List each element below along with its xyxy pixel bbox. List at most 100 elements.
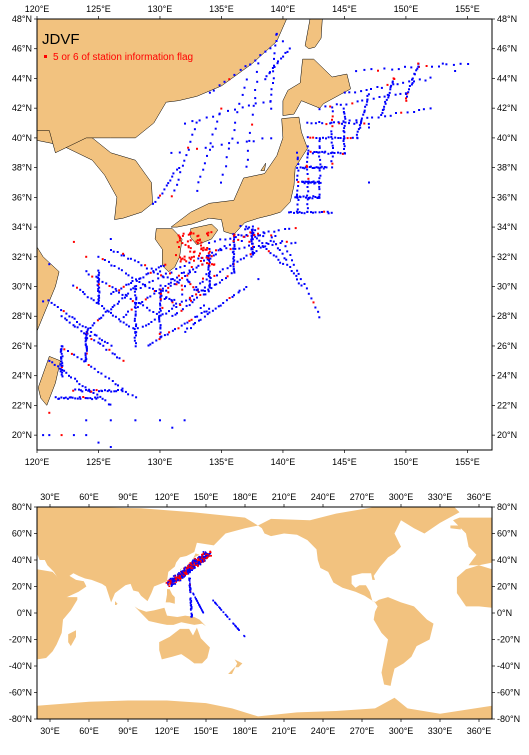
global-station [174,583,177,585]
station [239,68,242,71]
global-station [202,611,204,613]
global-station [192,592,195,595]
station [232,268,235,271]
station [74,377,77,380]
lat-tick-label-left: 32°N [12,252,32,262]
station [214,127,217,130]
global-station [180,575,183,578]
station [144,283,146,286]
flagged-station [101,258,104,261]
station [411,77,414,80]
station [366,98,369,101]
global-station [198,563,200,565]
station [239,258,242,261]
station [89,334,92,337]
station [318,145,321,148]
station [206,258,209,261]
station [97,302,100,305]
station [387,96,390,99]
station [319,181,322,184]
global-lat-tick-label-right: -60°N [497,688,520,698]
station [84,354,87,357]
station [280,57,283,60]
station [201,280,204,283]
global-flagged-station [165,582,168,584]
station [355,119,358,122]
station [251,251,254,254]
station [359,126,362,129]
flagged-station [257,232,259,235]
station [286,250,289,253]
global-flagged-station [205,553,207,556]
station [355,121,358,124]
global-lon-tick-label-top: 150°E [194,492,219,502]
station [385,98,388,101]
station [56,306,59,308]
flagged-station [196,242,199,244]
station [222,302,225,304]
global-flagged-station [182,571,184,573]
flagged-station [183,255,186,258]
station [344,117,347,120]
station [264,50,267,53]
flagged-station [206,232,208,235]
station [195,286,198,289]
lat-tick-label-right: 20°N [497,430,517,440]
global-station [174,574,177,577]
global-flagged-station [169,582,171,585]
station [189,271,191,274]
global-lon-tick-label-bottom: 300°E [389,726,414,736]
station [208,261,211,264]
global-lat-tick-label-right: -20°N [497,635,520,645]
station [133,319,136,322]
global-station [182,572,184,575]
station [130,282,133,284]
station [134,301,136,304]
global-station [188,568,191,570]
station [292,272,295,275]
station [314,211,317,214]
station [306,121,309,124]
station [270,137,273,140]
station [63,369,66,372]
station [188,261,191,264]
flagged-station [175,283,178,286]
global-lat-tick-label-left: 0°N [17,608,32,618]
flagged-station [210,255,213,258]
station [271,243,274,246]
station [233,271,236,274]
flagged-station [190,318,193,321]
station [204,146,207,149]
station [318,211,321,214]
station [232,257,235,260]
station [95,334,98,337]
station [186,278,189,281]
flagged-station [331,125,334,128]
station [397,68,400,71]
station [297,282,300,285]
flagged-station [159,298,162,301]
lon-tick-label-bottom: 140°E [271,457,296,467]
station [214,307,217,310]
flagged-station [220,107,223,110]
station [96,276,99,279]
station [365,89,368,91]
station [288,227,291,230]
global-flagged-station [197,564,199,566]
station [123,254,125,257]
flagged-station [213,274,216,277]
station [109,403,112,406]
station [98,271,101,274]
station [188,269,191,272]
station [86,329,89,332]
station [68,321,71,324]
station [90,297,93,300]
station [165,312,168,315]
lat-tick-label-right: 44°N [497,73,517,83]
global-lon-tick-label-top: 360°E [467,492,492,502]
station [330,121,333,124]
flagged-station [400,111,403,114]
station [318,147,321,149]
station [296,196,299,199]
station [275,255,278,258]
